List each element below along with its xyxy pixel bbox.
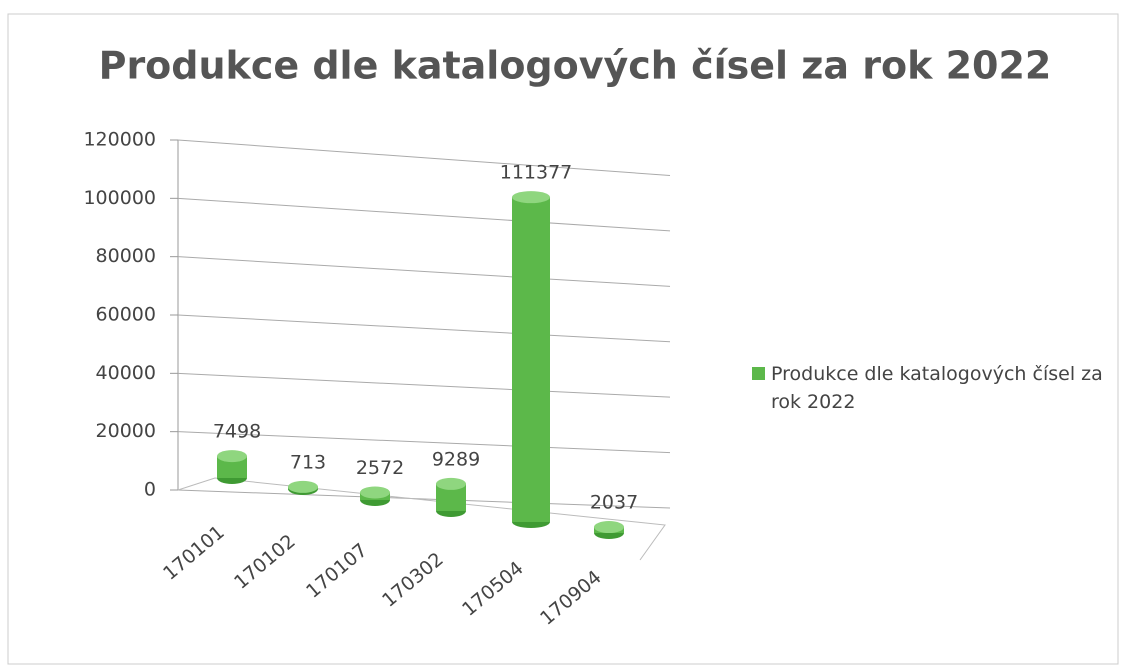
bar-top	[512, 191, 550, 204]
x-tick-label: 170102	[230, 530, 300, 593]
bar-top	[436, 477, 466, 490]
data-label: 2572	[356, 457, 404, 479]
y-tick-label: 20000	[96, 420, 156, 442]
grid-line	[177, 489, 671, 509]
legend-label: Produkce dle katalogových čísel za rok 2…	[771, 363, 1103, 413]
bar	[217, 456, 247, 478]
grid-line	[177, 197, 671, 232]
chart-title: Produkce dle katalogových čísel za rok 2…	[99, 44, 1052, 88]
grid-line	[177, 372, 671, 398]
y-tick-label: 100000	[83, 187, 156, 209]
legend-swatch	[752, 367, 765, 380]
grid-line	[177, 314, 671, 343]
x-tick-label: 170904	[536, 566, 606, 629]
grid-line	[177, 139, 671, 176]
x-tick-label: 170504	[458, 557, 528, 620]
grid-line	[177, 256, 671, 287]
y-tick-label: 60000	[96, 304, 156, 326]
x-tick-label: 170302	[378, 548, 448, 611]
data-label: 9289	[432, 448, 480, 470]
x-tick-label: 170101	[159, 521, 229, 584]
legend: Produkce dle katalogových čísel za rok 2…	[752, 360, 1122, 416]
grid-line	[177, 431, 671, 454]
y-tick-label: 120000	[83, 129, 156, 151]
floor	[177, 477, 666, 561]
data-label: 111377	[500, 162, 573, 184]
x-tick-label: 170107	[302, 539, 372, 602]
bar-top	[288, 480, 318, 493]
data-label: 713	[290, 451, 326, 473]
bar-top	[360, 486, 390, 499]
bar-top	[217, 450, 247, 463]
data-label: 7498	[213, 421, 261, 443]
y-tick-label: 0	[144, 479, 156, 501]
bar-top	[594, 521, 624, 534]
y-tick-label: 80000	[96, 245, 156, 267]
chart-frame	[7, 13, 1119, 665]
bar	[512, 197, 550, 522]
data-label: 2037	[590, 492, 638, 514]
y-tick-label: 40000	[96, 362, 156, 384]
